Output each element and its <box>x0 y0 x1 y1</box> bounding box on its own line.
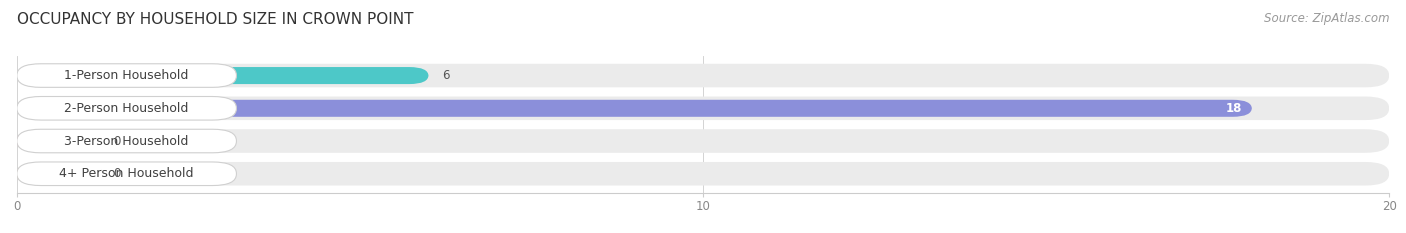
FancyBboxPatch shape <box>17 96 1389 120</box>
FancyBboxPatch shape <box>17 165 100 182</box>
Text: 1-Person Household: 1-Person Household <box>65 69 188 82</box>
FancyBboxPatch shape <box>17 67 429 84</box>
FancyBboxPatch shape <box>17 96 236 120</box>
Text: OCCUPANCY BY HOUSEHOLD SIZE IN CROWN POINT: OCCUPANCY BY HOUSEHOLD SIZE IN CROWN POI… <box>17 12 413 27</box>
Text: 3-Person Household: 3-Person Household <box>65 134 188 147</box>
FancyBboxPatch shape <box>17 129 1389 153</box>
FancyBboxPatch shape <box>17 129 236 153</box>
FancyBboxPatch shape <box>17 133 100 150</box>
Text: 0: 0 <box>112 167 121 180</box>
Text: 6: 6 <box>443 69 450 82</box>
FancyBboxPatch shape <box>17 162 236 185</box>
FancyBboxPatch shape <box>17 64 236 87</box>
Text: Source: ZipAtlas.com: Source: ZipAtlas.com <box>1264 12 1389 25</box>
Text: 0: 0 <box>112 134 121 147</box>
FancyBboxPatch shape <box>17 162 1389 185</box>
Text: 4+ Person Household: 4+ Person Household <box>59 167 194 180</box>
FancyBboxPatch shape <box>17 64 1389 87</box>
FancyBboxPatch shape <box>17 100 1251 117</box>
Text: 2-Person Household: 2-Person Household <box>65 102 188 115</box>
Text: 18: 18 <box>1225 102 1241 115</box>
